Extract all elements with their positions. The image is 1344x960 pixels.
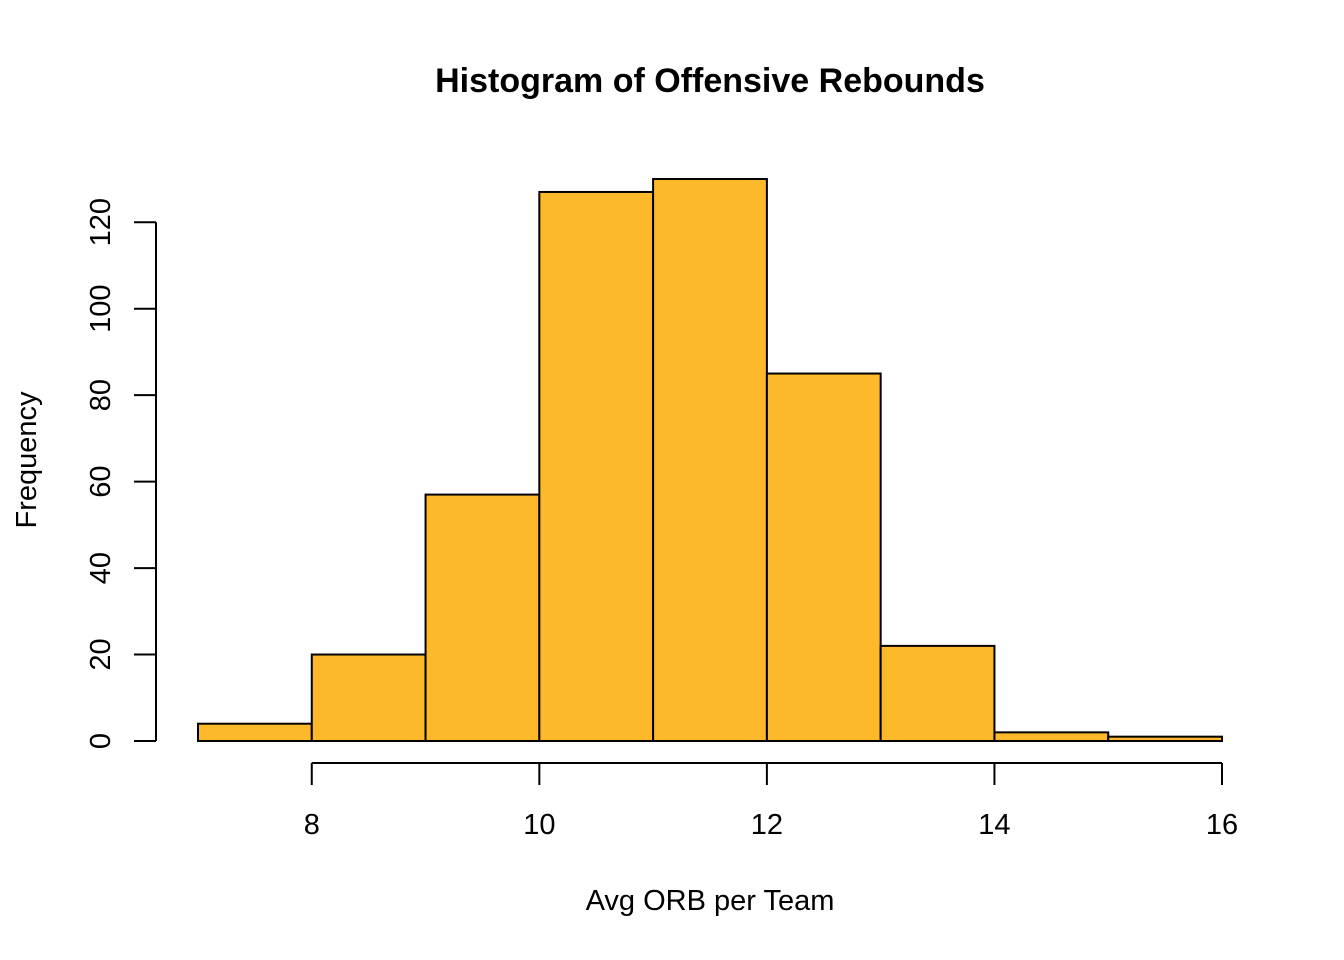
histogram-bar-9 (1107, 735, 1223, 743)
y-tick-label: 80 (85, 379, 117, 411)
histogram-bar-6 (765, 372, 882, 742)
y-tick-label: 40 (85, 552, 117, 584)
x-axis: 8 10 12 14 16 (304, 762, 1238, 841)
x-tick-label: 8 (304, 809, 320, 841)
x-tick-label: 10 (523, 809, 555, 841)
y-tick-label: 60 (85, 465, 117, 497)
histogram-bar-8 (993, 731, 1110, 742)
histogram-bar-1 (197, 722, 313, 743)
histogram-bar-2 (310, 653, 427, 742)
y-tick-label: 0 (85, 733, 117, 749)
chart-title: Histogram of Offensive Rebounds (435, 62, 985, 100)
histogram-bar-5 (652, 178, 768, 742)
bars-layer (197, 178, 1223, 743)
y-tick-label: 100 (85, 284, 117, 332)
histogram-bar-3 (424, 493, 541, 743)
x-tick-label: 16 (1206, 809, 1238, 841)
x-tick-label: 12 (751, 809, 783, 841)
y-tick-label: 120 (85, 198, 117, 246)
histogram-bar-7 (879, 644, 996, 743)
y-axis: 0 20 40 60 80 100 120 (85, 198, 157, 749)
x-axis-label: Avg ORB per Team (586, 885, 835, 917)
x-tick-label: 14 (978, 809, 1010, 841)
histogram-bar-4 (538, 190, 655, 742)
y-axis-label: Frequency (11, 391, 43, 529)
y-tick-label: 20 (85, 638, 117, 670)
